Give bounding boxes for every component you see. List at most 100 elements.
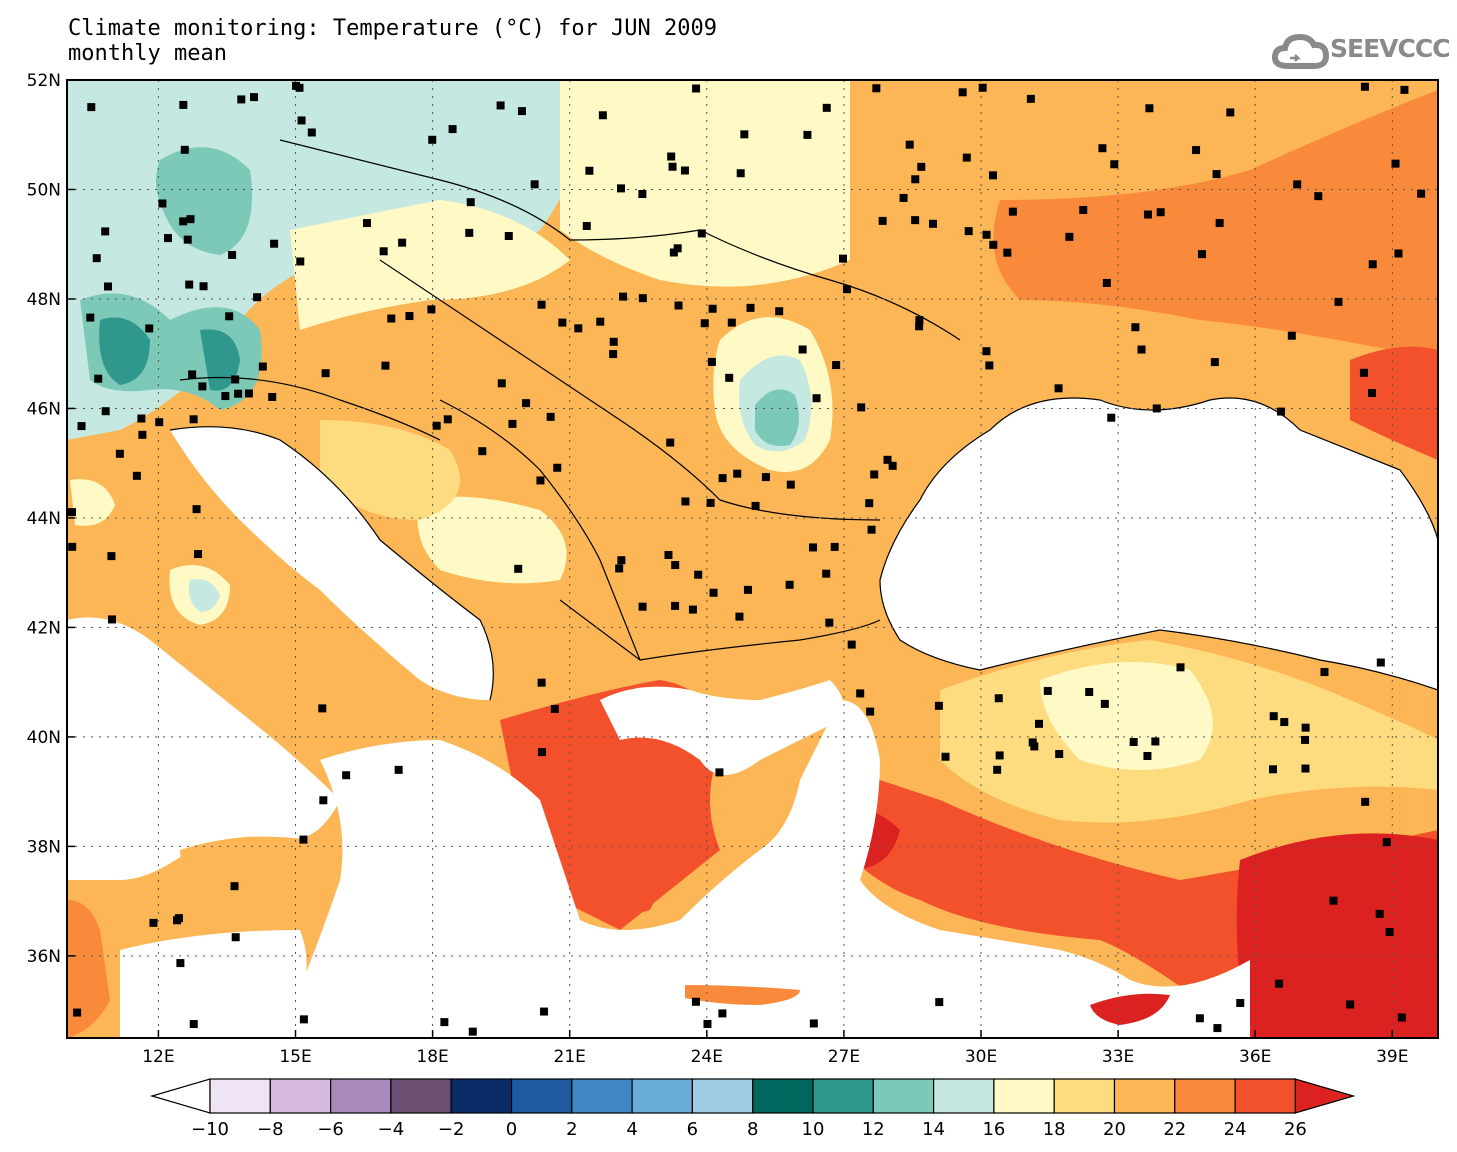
station-marker: [1400, 85, 1409, 94]
station-marker: [179, 100, 188, 109]
station-marker: [668, 162, 677, 171]
lon-tick-label: 18E: [416, 1047, 448, 1067]
colorbar-tick-label: 20: [1103, 1119, 1126, 1140]
station-marker: [1143, 751, 1152, 760]
station-marker: [258, 362, 267, 371]
station-marker: [321, 369, 330, 378]
station-marker: [715, 768, 724, 777]
station-marker: [964, 227, 973, 236]
station-marker: [870, 470, 879, 479]
colorbar-swatch: [209, 1078, 271, 1114]
station-marker: [138, 430, 147, 439]
lon-tick-label: 24E: [691, 1047, 723, 1067]
station-marker: [617, 184, 626, 193]
station-marker: [736, 169, 745, 178]
station-marker: [915, 322, 924, 331]
station-marker: [740, 130, 749, 139]
lon-tick-label: 39E: [1376, 1047, 1408, 1067]
station-marker: [751, 501, 760, 510]
station-marker: [1368, 260, 1377, 269]
colorbar-tick-label: 4: [626, 1119, 637, 1140]
station-marker: [692, 84, 701, 93]
station-marker: [448, 125, 457, 134]
lon-tick-label: 36E: [1239, 1047, 1271, 1067]
station-marker: [1376, 658, 1385, 667]
colorbar-swatch: [269, 1078, 332, 1114]
station-marker: [318, 704, 327, 713]
longitude-ticks: 12E 15E 18E 21E 24E 27E 30E 33E 36E 39E: [142, 1030, 1408, 1067]
station-marker: [428, 135, 437, 144]
station-marker: [830, 542, 839, 551]
station-marker: [809, 543, 818, 552]
station-marker: [1391, 159, 1400, 168]
station-marker: [994, 694, 1003, 703]
station-marker: [664, 550, 673, 559]
colorbar-tick-label: 12: [862, 1119, 885, 1140]
station-marker: [707, 357, 716, 366]
station-marker: [838, 254, 847, 263]
station-marker: [680, 166, 689, 175]
station-marker: [878, 216, 887, 225]
station-marker: [993, 765, 1002, 774]
colorbar-tick-label: 0: [506, 1119, 517, 1140]
station-marker: [822, 103, 831, 112]
station-marker: [934, 701, 943, 710]
station-marker: [427, 305, 436, 314]
station-marker: [295, 83, 304, 92]
station-marker: [443, 415, 452, 424]
colorbar-swatch: [1113, 1078, 1176, 1114]
station-marker: [1085, 687, 1094, 696]
station-marker: [553, 463, 562, 472]
station-marker: [508, 419, 517, 428]
station-marker: [319, 796, 328, 805]
colorbar-swatch: [1053, 1078, 1116, 1114]
colorbar-tick-label: −4: [378, 1119, 405, 1140]
station-marker: [671, 561, 680, 570]
station-marker: [775, 307, 784, 316]
station-marker: [398, 238, 407, 247]
station-marker: [743, 585, 752, 594]
station-marker: [703, 1019, 712, 1028]
station-marker: [582, 221, 591, 230]
colorbar-swatch: [752, 1078, 814, 1114]
station-marker: [173, 916, 182, 925]
station-marker: [666, 438, 675, 447]
station-marker: [1236, 999, 1245, 1008]
station-marker: [1213, 1024, 1222, 1033]
station-marker: [179, 217, 188, 226]
station-marker: [866, 707, 875, 716]
station-marker: [1301, 735, 1310, 744]
colorbar-swatch: [450, 1078, 513, 1114]
station-marker: [883, 455, 892, 464]
station-marker: [231, 375, 240, 384]
station-marker: [379, 247, 388, 256]
station-marker: [1028, 738, 1037, 747]
station-marker: [1107, 413, 1116, 422]
lat-tick-label: 44N: [27, 509, 61, 529]
station-marker: [1003, 248, 1012, 257]
station-marker: [1098, 144, 1107, 153]
colorbar-swatch: [571, 1078, 633, 1114]
station-marker: [1145, 104, 1154, 113]
lon-tick-label: 21E: [554, 1047, 586, 1067]
cloud-icon: [1271, 33, 1330, 69]
colorbar-tick-label: 14: [922, 1119, 945, 1140]
station-marker: [497, 379, 506, 388]
colorbar-tick-label: 18: [1043, 1119, 1066, 1140]
lat-tick-label: 38N: [27, 837, 61, 857]
station-marker: [667, 152, 676, 161]
station-marker: [253, 293, 262, 302]
station-marker: [825, 618, 834, 627]
title-line-1: Climate monitoring: Temperature (°C) for…: [68, 16, 718, 41]
lat-tick-label: 36N: [27, 947, 61, 967]
station-marker: [1035, 719, 1044, 728]
colorbar-swatch: [1174, 1078, 1236, 1114]
colorbar-swatch: [872, 1078, 935, 1114]
station-marker: [1215, 219, 1224, 228]
station-marker: [598, 111, 607, 120]
colorbar-tick-label: −2: [438, 1119, 465, 1140]
colorbar-swatch: [631, 1078, 693, 1114]
station-marker: [888, 461, 897, 470]
station-marker: [727, 318, 736, 327]
station-marker: [1212, 170, 1221, 179]
